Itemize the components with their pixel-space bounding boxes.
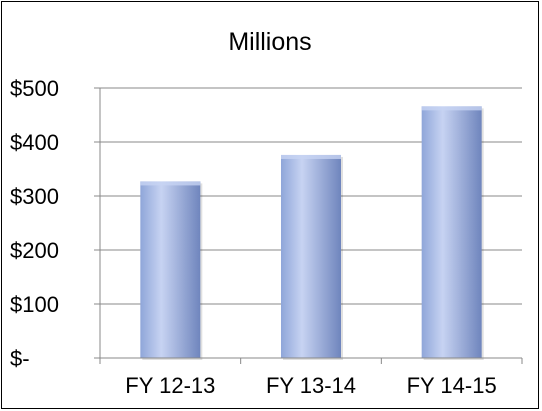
x-axis-tick-labels: FY 12-13 FY 13-14 FY 14-15: [125, 373, 496, 398]
bar: [281, 154, 341, 358]
y-tick-label: $300: [10, 184, 59, 209]
bar-top: [281, 154, 341, 159]
y-tick-label: $500: [10, 76, 59, 101]
y-axis-tick-labels: $- $100 $200 $300 $400 $500: [10, 76, 59, 371]
y-tick-label: $200: [10, 238, 59, 263]
bar: [140, 181, 201, 358]
x-tick-label: FY 12-13: [125, 373, 215, 398]
chart-title: Millions: [228, 28, 311, 56]
y-tick-label: $400: [10, 130, 59, 155]
x-tick-label: FY 14-15: [407, 373, 497, 398]
bars: [140, 106, 484, 360]
y-tick-label: $-: [10, 346, 30, 371]
y-tick-label: $100: [10, 292, 59, 317]
x-tick-label: FY 13-14: [266, 373, 356, 398]
bar-top: [421, 106, 482, 111]
axes: [99, 88, 523, 364]
bar: [421, 106, 482, 358]
bar-top: [140, 181, 201, 186]
